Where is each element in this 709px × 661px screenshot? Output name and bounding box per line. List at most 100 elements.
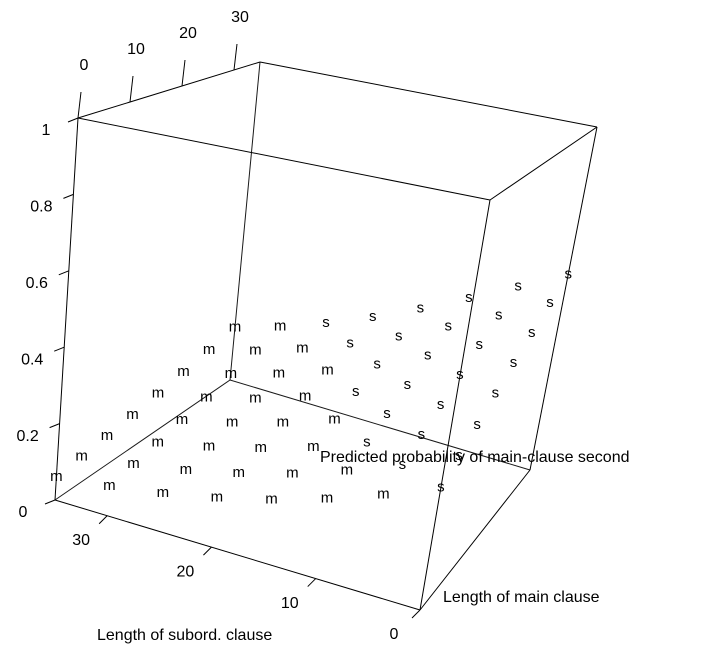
point-glyph: s bbox=[424, 347, 432, 364]
point-glyph: s bbox=[455, 447, 463, 464]
point-glyph: m bbox=[296, 339, 309, 356]
point-glyph: s bbox=[437, 396, 445, 413]
box-edge bbox=[529, 126, 598, 471]
point-glyph: m bbox=[103, 477, 116, 494]
point-glyph: s bbox=[445, 318, 453, 335]
point-glyph: m bbox=[277, 413, 290, 430]
point-glyph: m bbox=[321, 490, 334, 507]
point-glyph: m bbox=[211, 488, 224, 505]
z-tick bbox=[63, 193, 74, 199]
point-glyph: m bbox=[127, 455, 140, 472]
y-tick-label: 10 bbox=[127, 41, 145, 58]
point-glyph: s bbox=[395, 327, 403, 344]
box-edge bbox=[489, 126, 598, 201]
z-tick bbox=[44, 499, 56, 505]
point-glyph: m bbox=[255, 439, 268, 456]
point-glyph: m bbox=[265, 491, 278, 508]
point-glyph: s bbox=[564, 265, 572, 282]
point-glyph: s bbox=[373, 355, 381, 372]
x-tick bbox=[203, 546, 212, 556]
point-glyph: s bbox=[546, 294, 554, 311]
box-edge bbox=[229, 379, 531, 471]
point-glyph: s bbox=[465, 289, 473, 306]
y-tick bbox=[181, 59, 186, 87]
point-glyph: m bbox=[321, 362, 334, 379]
point-glyph: m bbox=[203, 437, 216, 454]
point-glyph: m bbox=[126, 406, 139, 423]
z-axis-label: Predicted probability of main-clause sec… bbox=[320, 449, 630, 466]
point-glyph: m bbox=[229, 318, 242, 335]
y-tick-label: 20 bbox=[179, 25, 197, 42]
y-tick-label: 0 bbox=[80, 57, 89, 74]
point-glyph: s bbox=[476, 336, 484, 353]
point-glyph: s bbox=[495, 306, 503, 323]
point-glyph: s bbox=[510, 354, 518, 371]
box-edge bbox=[54, 117, 79, 501]
x-tick bbox=[411, 609, 421, 619]
z-tick bbox=[49, 423, 60, 429]
point-glyph: m bbox=[233, 464, 246, 481]
point-glyph: m bbox=[151, 433, 164, 450]
point-glyph: m bbox=[249, 390, 262, 407]
z-tick-label: 1 bbox=[42, 122, 51, 139]
point-glyph: m bbox=[200, 388, 213, 405]
x-tick-label: 20 bbox=[177, 563, 195, 580]
point-glyph: m bbox=[307, 438, 320, 455]
y-tick bbox=[129, 75, 134, 103]
point-glyph: m bbox=[299, 388, 312, 405]
point-glyph: m bbox=[341, 462, 354, 479]
point-glyph: s bbox=[418, 426, 426, 443]
x-tick-label: 30 bbox=[72, 532, 90, 549]
y-tick bbox=[77, 91, 82, 119]
point-glyph: m bbox=[328, 411, 341, 428]
box-edge bbox=[259, 61, 598, 128]
point-glyph: m bbox=[152, 385, 165, 402]
box-edge bbox=[77, 117, 491, 201]
box-edge bbox=[54, 379, 231, 501]
y-axis-label: Length of main clause bbox=[443, 589, 600, 606]
point-glyph: m bbox=[50, 468, 63, 485]
point-glyph: s bbox=[399, 456, 407, 473]
point-glyph: m bbox=[225, 365, 238, 382]
point-glyph: s bbox=[369, 308, 377, 325]
x-tick-label: 0 bbox=[390, 626, 399, 643]
x-tick bbox=[307, 578, 317, 587]
z-tick-label: 0.8 bbox=[30, 199, 52, 216]
point-glyph: s bbox=[404, 376, 412, 393]
point-glyph: m bbox=[157, 484, 170, 501]
point-glyph: s bbox=[417, 299, 425, 316]
z-tick bbox=[67, 117, 79, 123]
point-glyph: m bbox=[273, 365, 286, 382]
point-glyph: s bbox=[437, 478, 445, 495]
point-glyph: m bbox=[75, 448, 88, 465]
point-glyph: s bbox=[322, 314, 330, 331]
point-glyph: s bbox=[352, 383, 360, 400]
y-tick-label: 30 bbox=[231, 9, 249, 26]
z-tick-label: 0 bbox=[19, 504, 28, 521]
point-glyph: s bbox=[492, 385, 500, 402]
point-glyph: m bbox=[101, 427, 114, 444]
point-glyph: s bbox=[383, 405, 391, 422]
z-tick-label: 0.6 bbox=[26, 275, 48, 292]
point-glyph: s bbox=[363, 433, 371, 450]
point-glyph: s bbox=[346, 335, 354, 352]
point-glyph: m bbox=[274, 318, 287, 335]
point-glyph: m bbox=[180, 461, 193, 478]
point-glyph: s bbox=[528, 324, 536, 341]
y-tick bbox=[233, 43, 238, 71]
z-tick bbox=[58, 270, 69, 276]
box-edge bbox=[229, 61, 261, 381]
x-tick bbox=[98, 515, 108, 525]
x-axis-label: Length of subord. clause bbox=[97, 627, 272, 644]
z-tick-label: 0.4 bbox=[21, 351, 43, 368]
point-glyph: m bbox=[177, 363, 190, 380]
point-glyph: s bbox=[514, 278, 522, 295]
point-glyph: m bbox=[286, 464, 299, 481]
box-edge bbox=[77, 61, 261, 119]
box-edge bbox=[419, 469, 531, 611]
point-glyph: m bbox=[226, 413, 239, 430]
point-glyph: s bbox=[473, 416, 481, 433]
box-edge bbox=[54, 499, 421, 611]
